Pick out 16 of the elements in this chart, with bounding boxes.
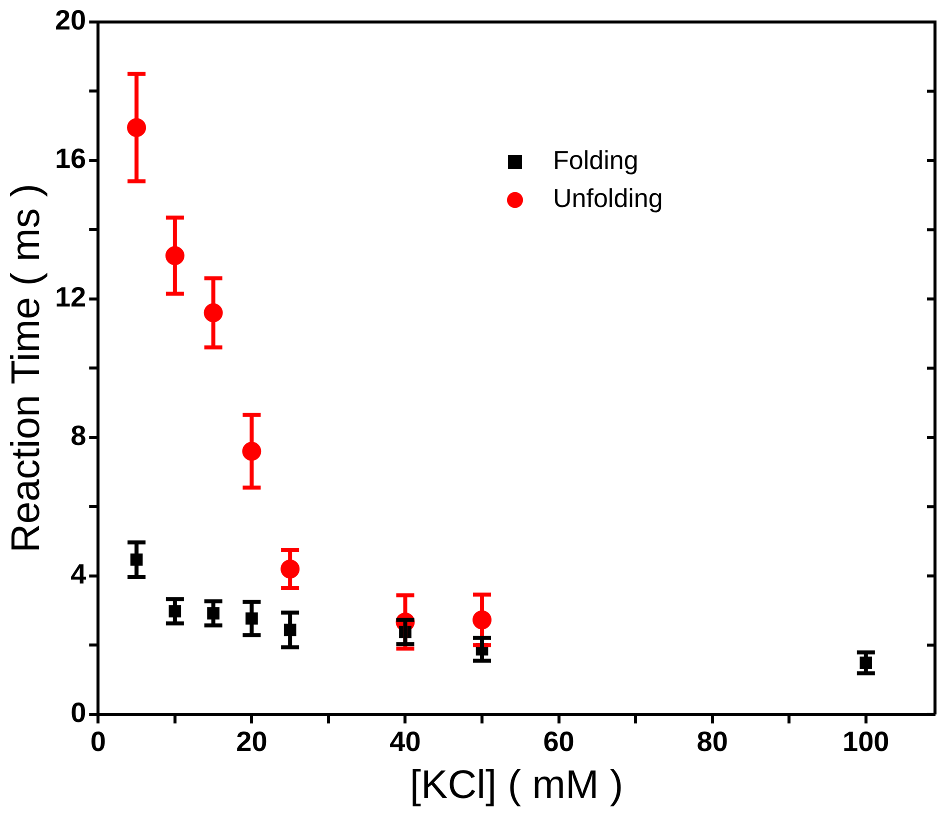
legend-label: Unfolding: [553, 183, 663, 214]
y-tick-label: 12: [54, 282, 86, 313]
y-tick-label: 4: [70, 558, 87, 590]
x-tick-label: 0: [90, 726, 106, 757]
x-tick-label: 40: [390, 726, 421, 757]
y-axis-title: Reaction Time ( ms ): [4, 184, 48, 553]
x-axis-title: [KCl] ( mM ): [410, 763, 624, 808]
y-tick-label: 16: [54, 143, 86, 174]
y-tick-label: 0: [70, 697, 86, 728]
x-tick-label: 100: [842, 726, 890, 757]
x-tick-label: 60: [543, 726, 574, 757]
y-tick-label: 8: [70, 420, 86, 452]
y-tick-label: 20: [54, 4, 86, 36]
x-tick-label: 80: [696, 726, 728, 757]
legend-label: Folding: [553, 145, 638, 176]
x-tick-label: 20: [236, 726, 268, 757]
